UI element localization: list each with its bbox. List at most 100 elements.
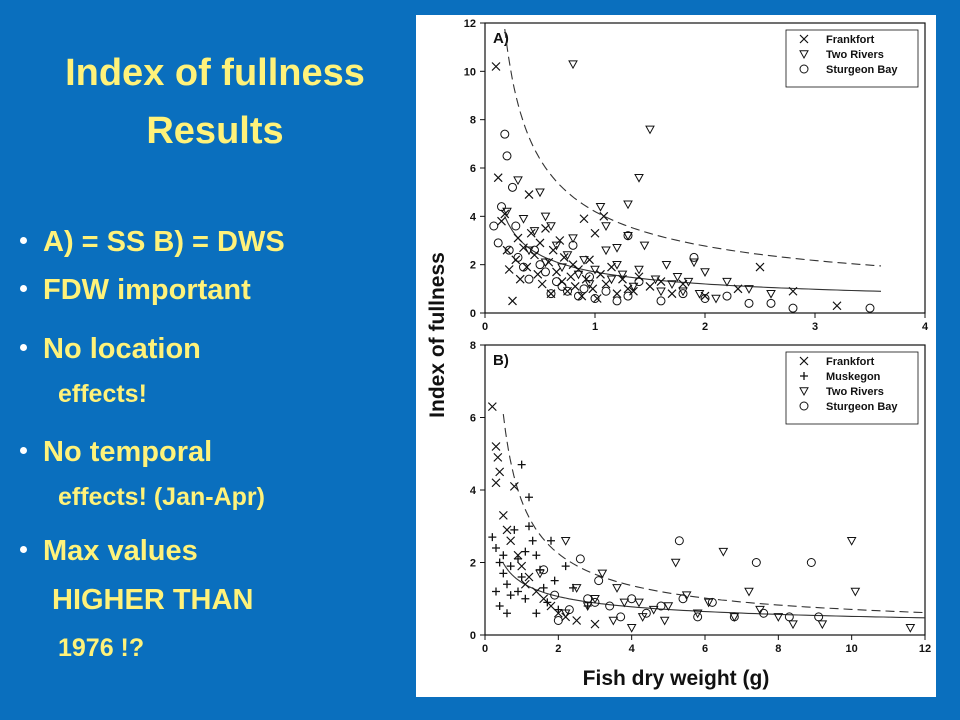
data-point bbox=[506, 536, 516, 546]
data-point bbox=[515, 274, 525, 284]
data-point bbox=[525, 493, 533, 502]
data-point bbox=[532, 551, 541, 560]
data-point bbox=[539, 583, 548, 592]
series-two-rivers bbox=[535, 537, 916, 633]
data-point bbox=[552, 277, 561, 287]
x-tick-label: 3 bbox=[812, 321, 818, 333]
data-point bbox=[528, 536, 537, 545]
bullet-dot-icon bbox=[20, 343, 27, 351]
data-point bbox=[502, 151, 512, 161]
data-point bbox=[498, 510, 508, 520]
data-point bbox=[623, 231, 633, 241]
data-point bbox=[519, 262, 528, 272]
data-point bbox=[590, 228, 600, 238]
data-point bbox=[672, 273, 683, 282]
data-point bbox=[667, 289, 677, 299]
dashed-fit-curve bbox=[504, 28, 882, 267]
data-point bbox=[588, 284, 598, 294]
data-point bbox=[865, 303, 875, 313]
data-point bbox=[537, 279, 547, 289]
data-point bbox=[493, 452, 503, 462]
x-tick-label: 12 bbox=[919, 643, 931, 655]
data-point bbox=[617, 270, 628, 280]
y-tick-label: 0 bbox=[470, 630, 476, 642]
data-point bbox=[513, 233, 523, 243]
data-point bbox=[555, 236, 565, 245]
chart-panel-b: 0 2 4 6 8 10 12 0 2 4 6 8 B) Frankfort Muskegon Two Riv… bbox=[470, 340, 931, 655]
bullet-item: No location bbox=[20, 329, 201, 369]
data-point bbox=[663, 602, 674, 612]
data-point bbox=[678, 289, 688, 299]
bullet-text: A) = SS B) = DWS bbox=[43, 226, 285, 258]
series-sturgeon-bay bbox=[489, 129, 875, 313]
data-point bbox=[661, 260, 672, 270]
data-point bbox=[546, 289, 556, 299]
data-point bbox=[678, 287, 688, 297]
data-point bbox=[744, 587, 754, 597]
data-point bbox=[508, 182, 517, 192]
bullet-continuation: effects! (Jan-Apr) bbox=[58, 483, 265, 511]
data-point bbox=[626, 624, 637, 633]
data-point bbox=[612, 244, 622, 253]
data-point bbox=[583, 594, 593, 604]
data-point bbox=[503, 580, 511, 589]
data-point bbox=[520, 579, 530, 589]
data-point bbox=[575, 554, 585, 564]
legend-label: Sturgeon Bay bbox=[826, 64, 898, 76]
data-point bbox=[656, 296, 666, 306]
bullet-text: No location bbox=[43, 333, 201, 365]
data-point bbox=[531, 587, 541, 596]
data-point bbox=[491, 442, 501, 451]
bullet-text: FDW important bbox=[43, 274, 251, 306]
bullet-item: No temporal bbox=[20, 432, 212, 472]
y-tick-label: 8 bbox=[470, 340, 476, 352]
data-point bbox=[766, 298, 776, 308]
data-point bbox=[579, 256, 589, 265]
data-point bbox=[550, 590, 560, 600]
x-tick-label: 4 bbox=[922, 321, 929, 333]
data-point bbox=[656, 601, 666, 611]
data-point bbox=[814, 612, 824, 622]
series-muskegon bbox=[488, 460, 592, 618]
data-point bbox=[525, 522, 533, 531]
legend-label: Sturgeon Bay bbox=[826, 401, 898, 413]
data-point bbox=[557, 263, 567, 273]
y-tick-label: 10 bbox=[464, 66, 476, 78]
title-line-2: Results bbox=[146, 110, 284, 152]
data-point bbox=[487, 402, 497, 412]
bullet-dot-icon bbox=[20, 446, 27, 454]
x-tick-label: 2 bbox=[702, 321, 708, 333]
data-point bbox=[634, 173, 644, 183]
data-point bbox=[597, 569, 608, 579]
data-point bbox=[573, 270, 584, 280]
data-point bbox=[568, 234, 578, 244]
data-point bbox=[511, 221, 521, 231]
data-point bbox=[504, 265, 514, 274]
legend-marker bbox=[799, 387, 809, 397]
data-point bbox=[577, 291, 587, 301]
series-frankfort bbox=[491, 62, 842, 311]
data-point bbox=[678, 594, 688, 604]
data-point bbox=[514, 587, 522, 596]
data-point bbox=[493, 238, 503, 248]
legend-label: Two Rivers bbox=[826, 49, 884, 61]
legend-marker bbox=[800, 372, 808, 380]
data-point bbox=[700, 294, 710, 303]
bullet-dot-icon bbox=[20, 284, 27, 292]
data-point bbox=[729, 613, 740, 622]
data-point bbox=[550, 576, 559, 585]
data-point bbox=[599, 211, 609, 221]
data-point bbox=[530, 250, 539, 260]
data-point bbox=[623, 291, 633, 301]
data-point bbox=[488, 533, 497, 542]
y-axis-label: Index of fullness bbox=[426, 252, 449, 418]
data-point bbox=[744, 285, 754, 294]
data-point bbox=[526, 228, 536, 238]
data-point bbox=[572, 616, 582, 625]
data-point bbox=[535, 238, 545, 248]
panel-label: B) bbox=[493, 352, 509, 369]
data-point bbox=[832, 301, 842, 311]
data-point bbox=[596, 269, 605, 279]
data-point bbox=[616, 612, 626, 622]
